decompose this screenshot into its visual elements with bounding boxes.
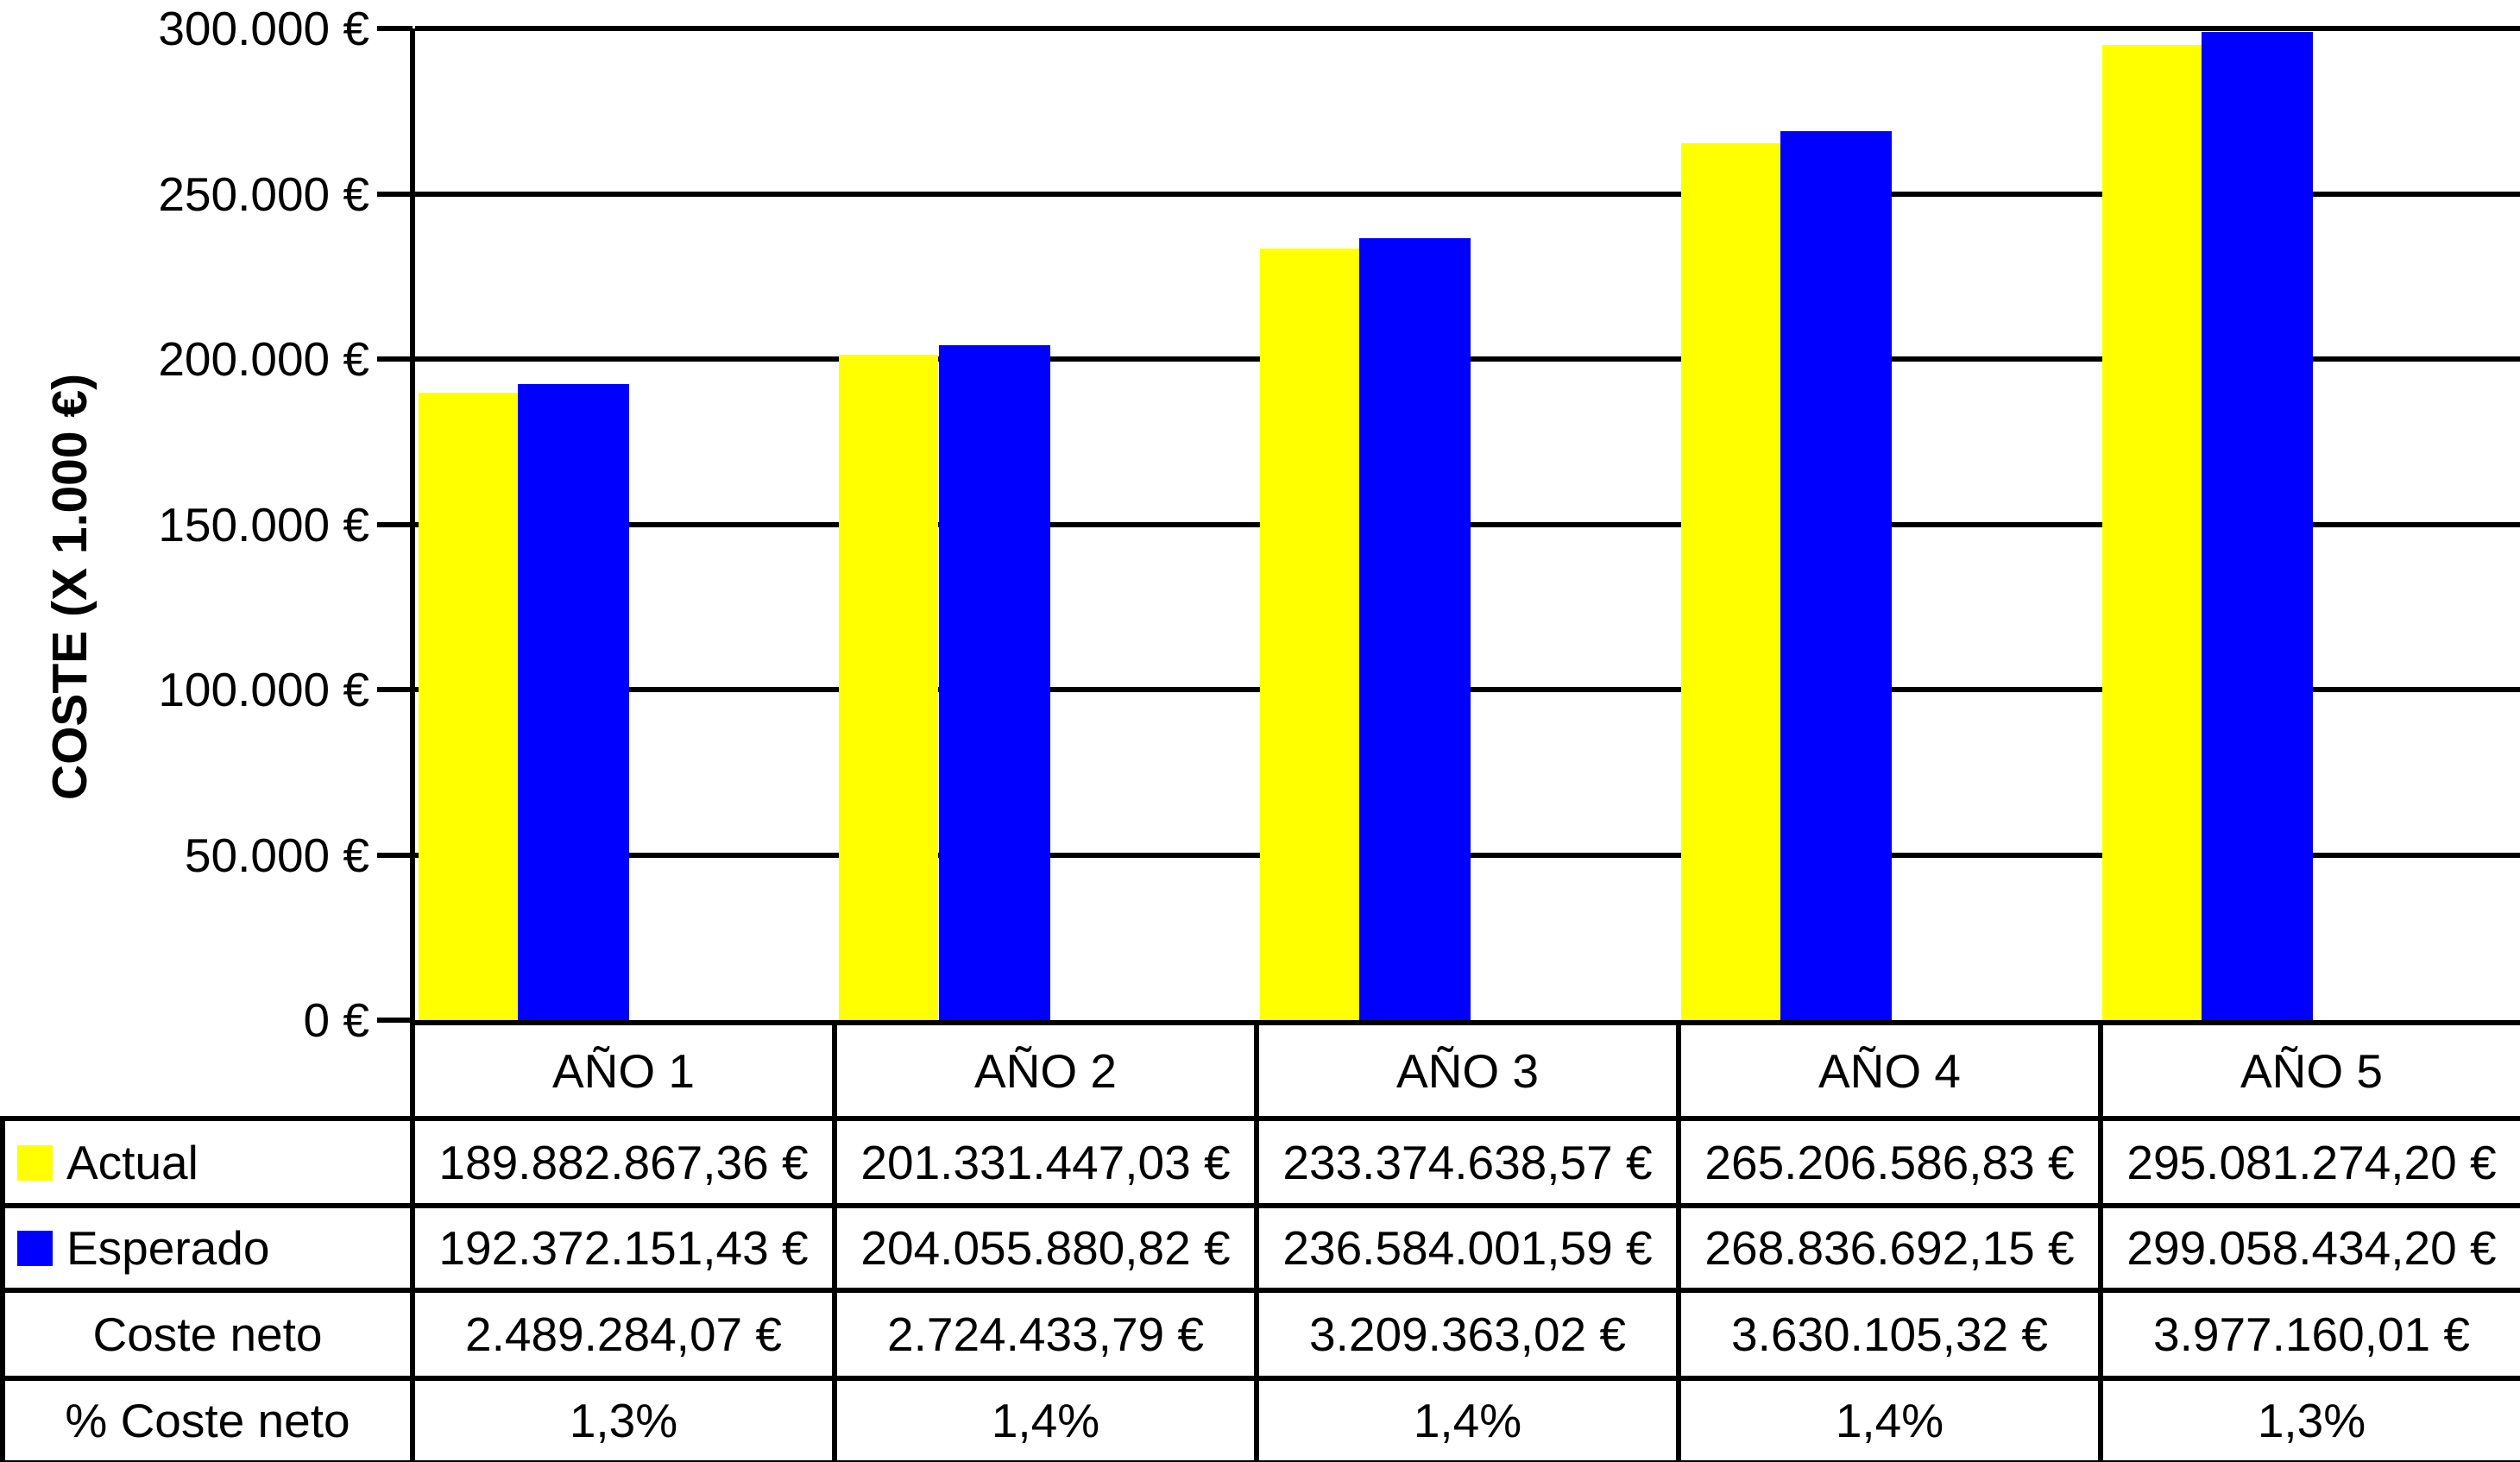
- value-cell: 3.977.160,01 €: [2098, 1288, 2520, 1381]
- bar-actual-4: [1681, 143, 1780, 1020]
- year-header-cell: AÑO 1: [410, 1020, 837, 1121]
- value-cell: 3.209.363,02 €: [1254, 1288, 1681, 1381]
- bar-esperado-5: [2202, 32, 2313, 1020]
- value-cell: 265.206.586,83 €: [1676, 1116, 2103, 1208]
- y-tick-label: 100.000 €: [158, 663, 369, 716]
- y-tick-label: 250.000 €: [158, 167, 369, 221]
- data-table: AÑO 1 AÑO 2 AÑO 3 AÑO 4 AÑO 5 Actual 189.882.8…: [0, 1020, 2520, 1462]
- bar-actual-5: [2102, 45, 2202, 1020]
- value-cell: 2.724.433,79 €: [832, 1288, 1259, 1381]
- y-tick-label: 200.000 €: [158, 332, 369, 386]
- value-cell: 1,3%: [2098, 1376, 2520, 1462]
- bar-esperado-3: [1359, 238, 1471, 1020]
- year-header-cell: AÑO 4: [1676, 1020, 2103, 1121]
- value-cell: 192.372.151,43 €: [410, 1203, 837, 1293]
- bar-actual-3: [1260, 249, 1359, 1020]
- legend-swatch-esperado: [17, 1231, 53, 1266]
- year-header-cell: AÑO 3: [1254, 1020, 1681, 1121]
- data-table-body: AÑO 1 AÑO 2 AÑO 3 AÑO 4 AÑO 5 Actual 189.882.8…: [0, 1020, 2520, 1462]
- value-cell: 1,4%: [1676, 1376, 2103, 1462]
- table-row: Actual 189.882.867,36 €201.331.447,03 €23…: [0, 1116, 2520, 1208]
- value-cell: 233.374.638,57 €: [1254, 1116, 1681, 1208]
- y-tick-label: 0 €: [303, 993, 369, 1047]
- y-tick-mark: [377, 522, 413, 527]
- row-label: % Coste neto: [0, 1376, 415, 1462]
- plot-area: [410, 26, 2520, 1020]
- legend-swatch-actual: [17, 1144, 53, 1181]
- value-cell: 2.489.284,07 €: [410, 1288, 837, 1381]
- value-cell: 189.882.867,36 €: [410, 1116, 837, 1208]
- y-tick-label: 150.000 €: [158, 497, 369, 551]
- row-label: Coste neto: [0, 1288, 415, 1381]
- value-cell: 299.058.434,20 €: [2098, 1203, 2520, 1293]
- gridline: [415, 192, 2520, 197]
- table-row: % Coste neto 1,3% 1,4% 1,4% 1,4% 1,3%: [0, 1376, 2520, 1462]
- bar-esperado-1: [518, 384, 629, 1020]
- y-axis-title: COSTE (X 1.000 €): [42, 373, 98, 801]
- value-cell: 1,4%: [1254, 1376, 1681, 1462]
- table-row: Esperado 192.372.151,43 €204.055.880,82 €…: [0, 1203, 2520, 1293]
- bar-esperado-2: [939, 345, 1050, 1020]
- value-cell: 268.836.692,15 €: [1676, 1203, 2103, 1293]
- value-cell: 295.081.274,20 €: [2098, 1116, 2520, 1208]
- gridline: [415, 26, 2520, 31]
- year-header-cell: AÑO 2: [832, 1020, 1259, 1121]
- y-tick-mark: [377, 26, 413, 31]
- row-label: Actual: [0, 1116, 415, 1208]
- y-tick-mark: [377, 853, 413, 858]
- table-corner-spacer: [3, 1023, 413, 1119]
- y-tick-mark: [377, 687, 413, 692]
- y-tick-label: 300.000 €: [158, 2, 369, 55]
- value-cell: 201.331.447,03 €: [832, 1116, 1259, 1208]
- bar-actual-2: [839, 355, 938, 1020]
- bar-actual-1: [419, 393, 518, 1020]
- value-cell: 236.584.001,59 €: [1254, 1203, 1681, 1293]
- y-tick-mark: [377, 1018, 413, 1023]
- row-label: Esperado: [0, 1203, 415, 1293]
- value-cell: 204.055.880,82 €: [832, 1203, 1259, 1293]
- value-cell: 3.630.105,32 €: [1676, 1288, 2103, 1381]
- value-cell: 1,4%: [832, 1376, 1259, 1462]
- y-tick-mark: [377, 192, 413, 197]
- y-tick-mark: [377, 356, 413, 362]
- y-tick-label: 50.000 €: [184, 828, 369, 882]
- year-header-cell: AÑO 5: [2098, 1020, 2520, 1121]
- bar-esperado-4: [1780, 131, 1892, 1020]
- value-cell: 1,3%: [410, 1376, 837, 1462]
- table-row: Coste neto 2.489.284,07 €2.724.433,79 €3.…: [0, 1288, 2520, 1381]
